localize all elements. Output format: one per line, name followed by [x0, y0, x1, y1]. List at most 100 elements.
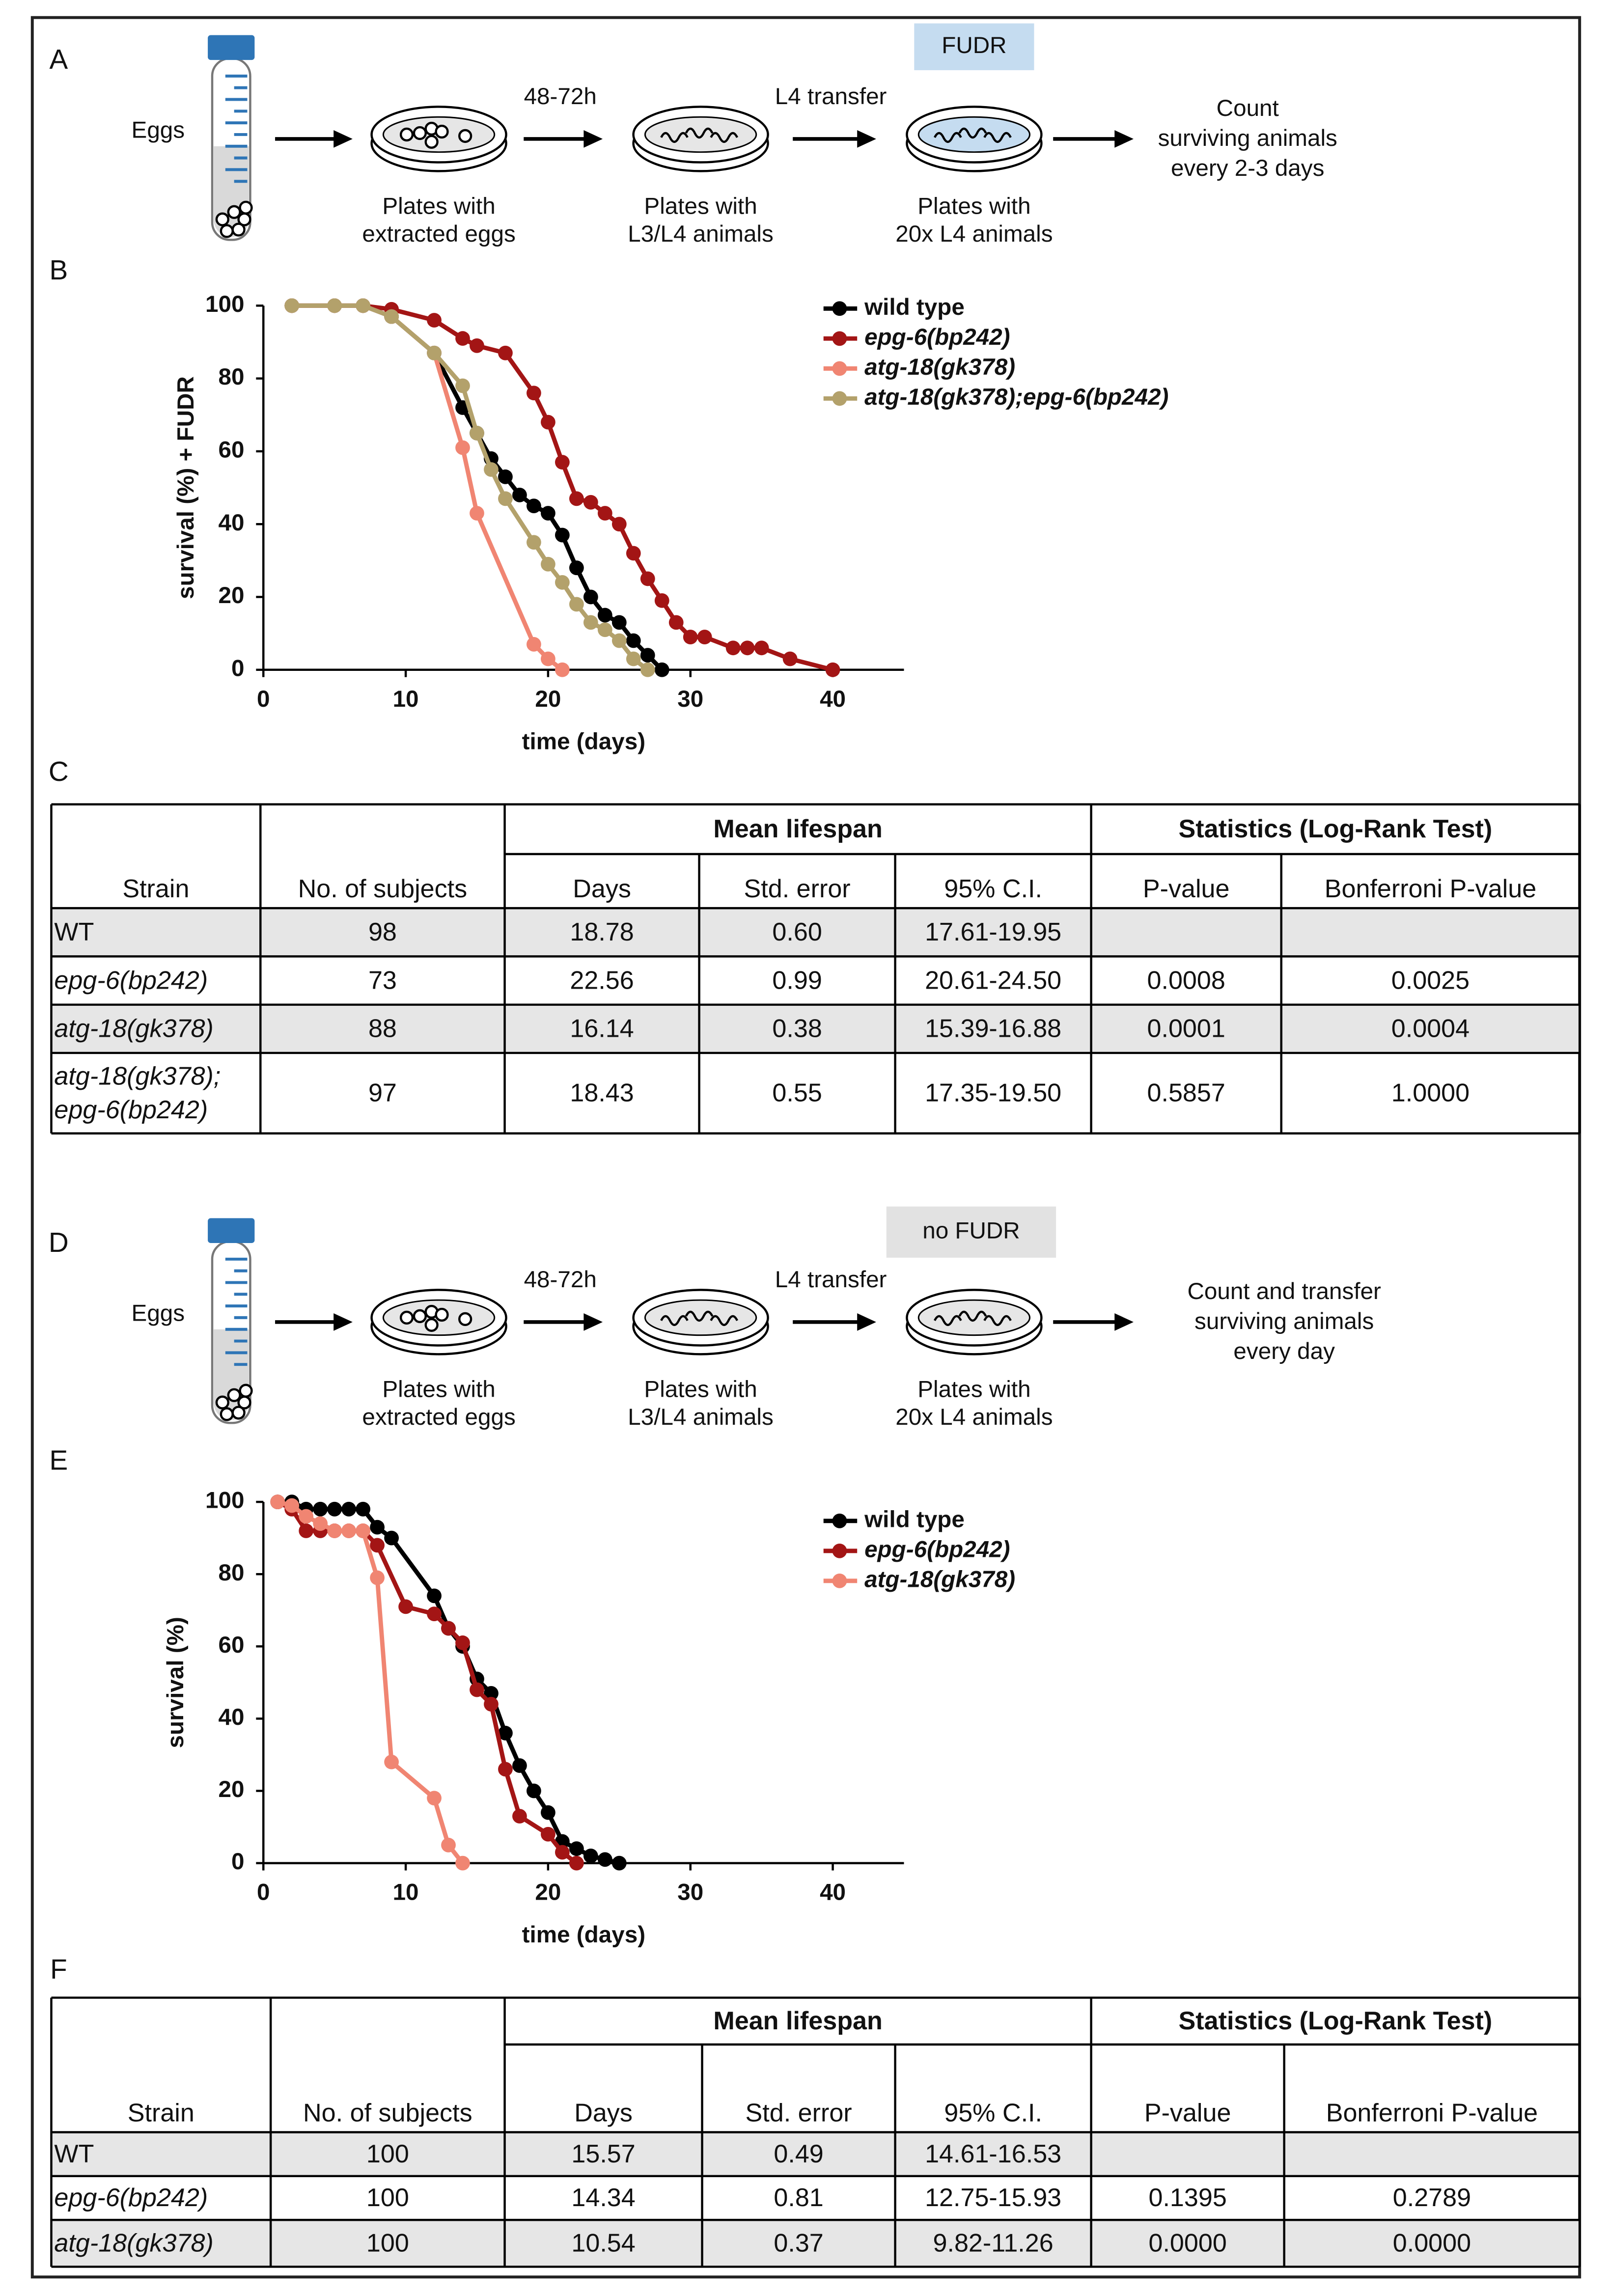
table-cell: 100 — [366, 2140, 409, 2168]
plate-label: extracted eggs — [362, 1404, 515, 1430]
legend-marker — [832, 1513, 847, 1528]
data-point — [640, 662, 655, 677]
column-header: No. of subjects — [298, 875, 468, 903]
data-point — [341, 1523, 357, 1538]
data-point — [512, 1758, 527, 1773]
data-point — [270, 1494, 285, 1509]
table-cell: 0.1395 — [1148, 2184, 1226, 2212]
egg — [399, 1310, 414, 1325]
data-point — [527, 535, 541, 550]
legend-label: atg-18(gk378);epg-6(bp242) — [864, 384, 1168, 410]
data-point — [327, 1523, 342, 1538]
data-point — [384, 309, 399, 324]
data-point — [341, 1501, 357, 1517]
data-point — [555, 1845, 570, 1860]
table-cell: 10.54 — [571, 2229, 635, 2258]
x-tick-label: 40 — [820, 686, 846, 712]
egg — [435, 124, 449, 139]
condition-box — [886, 1206, 1056, 1258]
data-point — [299, 1509, 314, 1524]
table-cell: 0.2789 — [1393, 2184, 1471, 2212]
data-point — [455, 331, 470, 346]
data-point — [427, 1791, 442, 1806]
table-cell: 0.37 — [774, 2229, 823, 2258]
data-point — [541, 556, 555, 572]
data-point — [683, 630, 698, 644]
worm — [958, 1310, 987, 1322]
data-point — [498, 491, 513, 506]
data-point — [284, 1498, 300, 1513]
worm — [685, 127, 714, 139]
legend-marker — [832, 301, 847, 316]
data-point — [668, 615, 684, 630]
data-point — [569, 491, 584, 506]
condition-label: FUDR — [942, 32, 1006, 58]
data-point — [455, 440, 470, 455]
data-point — [313, 1501, 328, 1517]
arrow-head — [333, 130, 353, 148]
transition-label: 48-72h — [524, 83, 597, 110]
column-header: 95% C.I. — [944, 2099, 1042, 2128]
table-cell: 0.60 — [772, 918, 822, 946]
start-label: Eggs — [132, 1300, 185, 1327]
y-tick-label: 20 — [219, 1776, 245, 1802]
table-cell: 18.78 — [570, 918, 634, 946]
legend-marker — [832, 331, 847, 346]
condition-label: no FUDR — [922, 1217, 1020, 1244]
y-axis-title: survival (%) — [163, 1617, 189, 1748]
arrow-head — [1114, 130, 1134, 148]
egg — [458, 129, 472, 143]
table-cell: 0.81 — [774, 2184, 823, 2212]
row-shade — [51, 2132, 1580, 2176]
table-cell: epg-6(bp242) — [54, 2184, 208, 2212]
y-tick-label: 40 — [219, 1704, 245, 1730]
data-point — [541, 1805, 555, 1820]
data-point — [555, 527, 570, 543]
legend-label: epg-6(bp242) — [864, 324, 1010, 350]
legend-label: epg-6(bp242) — [864, 1536, 1010, 1562]
data-point — [498, 345, 513, 360]
egg — [231, 1406, 246, 1420]
data-point — [597, 608, 612, 623]
y-tick-label: 100 — [205, 1488, 244, 1514]
figure-border — [30, 16, 1581, 2279]
transition-label: 48-72h — [524, 1267, 597, 1293]
group-header: Mean lifespan — [713, 2007, 883, 2035]
column-header: P-value — [1144, 2099, 1231, 2128]
plate-label: Plates with — [644, 1376, 757, 1402]
table-cell: 0.55 — [772, 1079, 822, 1107]
x-tick-label: 20 — [535, 1880, 561, 1906]
y-tick-label: 20 — [219, 582, 245, 609]
egg — [220, 1407, 234, 1421]
data-point — [569, 560, 584, 576]
table-cell: WT — [54, 2140, 94, 2168]
group-header: Statistics (Log-Rank Test) — [1179, 2007, 1493, 2035]
x-axis-title: time (days) — [522, 1922, 645, 1948]
egg — [215, 1395, 230, 1410]
data-point — [654, 662, 669, 677]
y-tick-label: 60 — [219, 1632, 245, 1658]
group-header: Mean lifespan — [713, 815, 883, 843]
data-point — [527, 1783, 541, 1798]
series-line — [277, 1499, 465, 1865]
table-cell: 0.49 — [774, 2140, 823, 2168]
worm — [958, 127, 987, 139]
row-shade — [51, 908, 1580, 957]
data-point — [484, 1697, 499, 1712]
table-cell: 0.0000 — [1393, 2229, 1471, 2258]
worm — [660, 1315, 689, 1326]
column-header: Days — [574, 2099, 633, 2128]
egg — [399, 127, 414, 142]
data-point — [754, 640, 769, 656]
egg — [413, 1309, 427, 1324]
data-point — [356, 1501, 371, 1517]
table-cell: atg-18(gk378); — [54, 1062, 221, 1090]
table-cell: 12.75-15.93 — [925, 2184, 1061, 2212]
panel-label: A — [50, 44, 68, 75]
data-point — [470, 338, 484, 353]
x-tick-label: 0 — [257, 1880, 270, 1906]
table-cell: atg-18(gk378) — [54, 2229, 213, 2258]
table-cell: 0.0000 — [1148, 2229, 1226, 2258]
table-cell: 16.14 — [570, 1015, 634, 1043]
worm — [934, 132, 962, 143]
